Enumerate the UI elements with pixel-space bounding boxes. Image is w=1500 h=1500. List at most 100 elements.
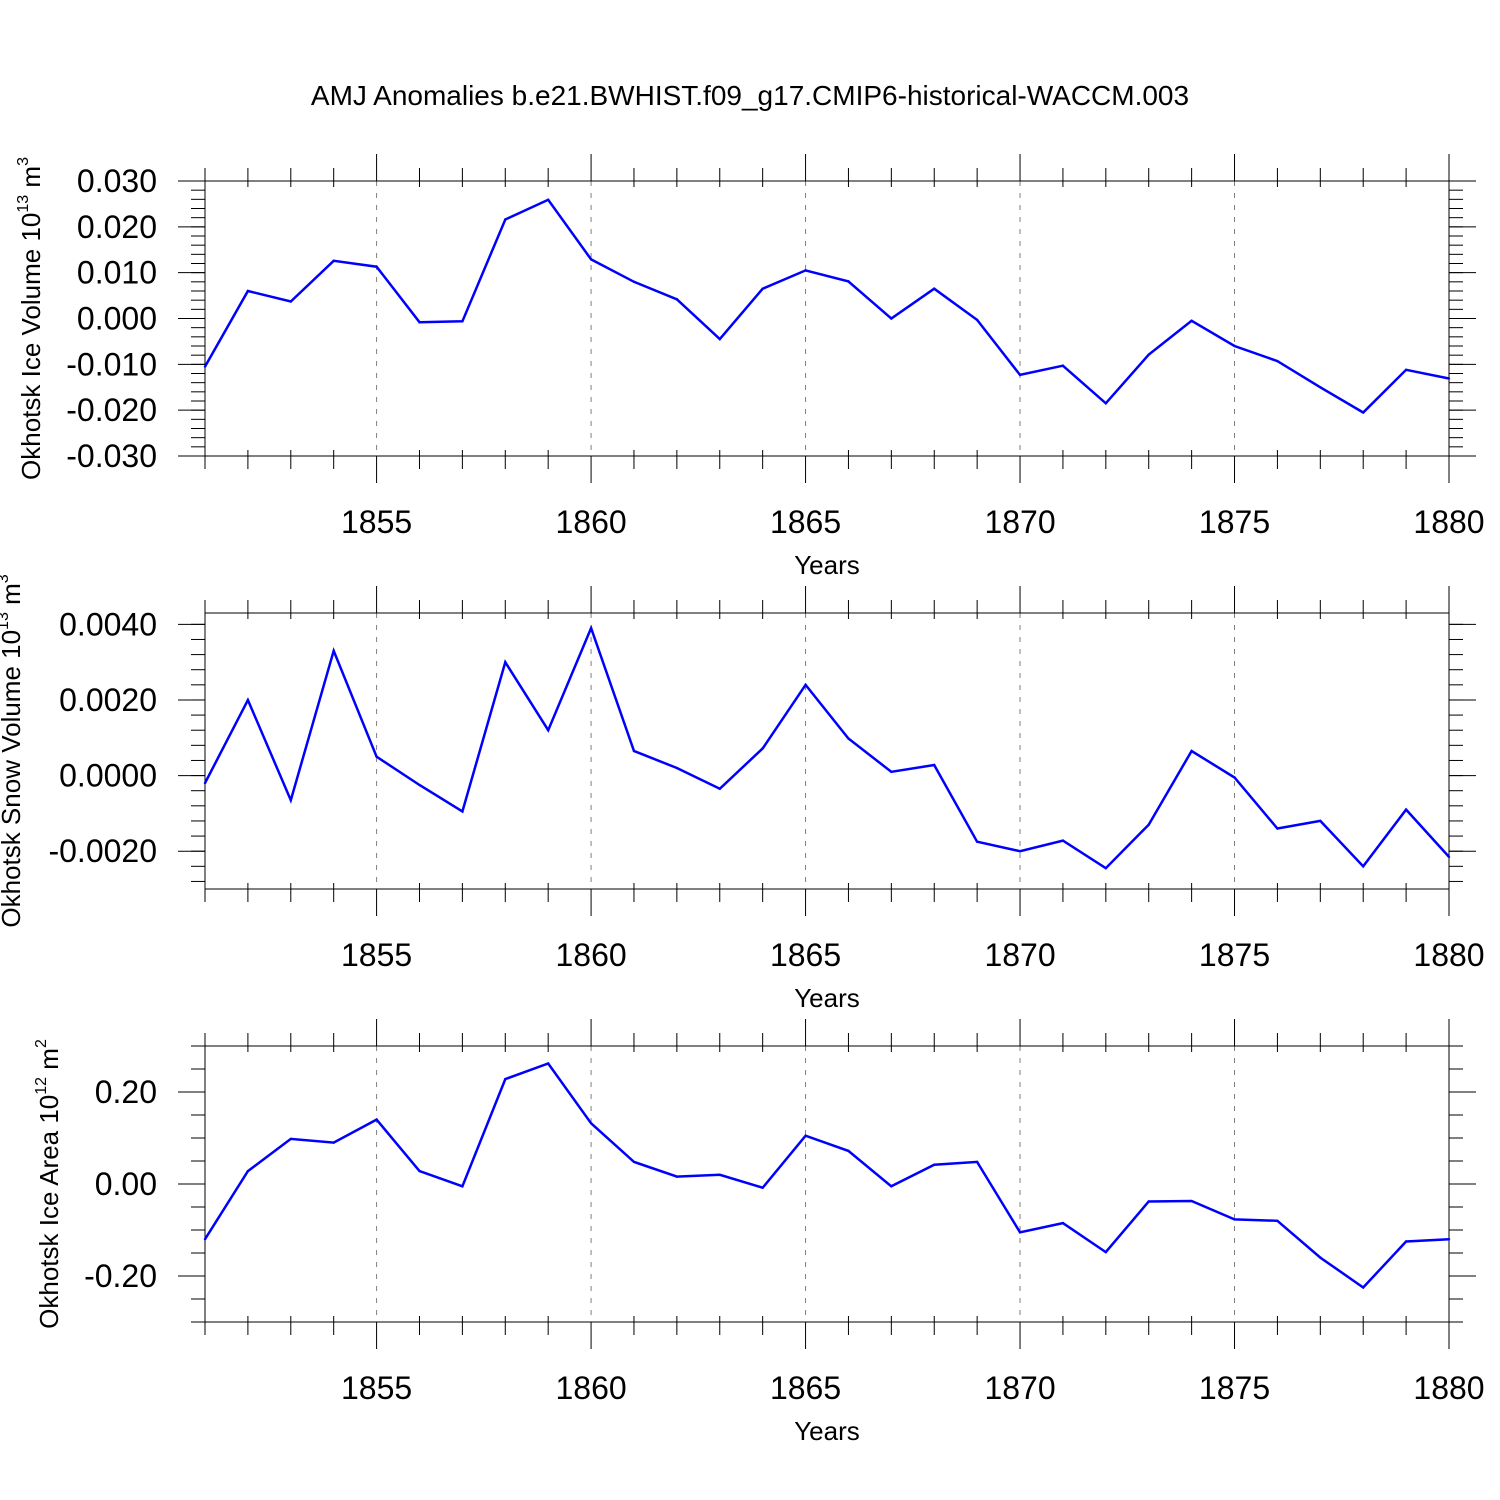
x-tick-label: 1860 bbox=[555, 1370, 626, 1406]
data-point bbox=[1362, 1286, 1365, 1289]
chart-panel-3: 0.20 0.00 -0.20 1855 1860 1865 1870 1875 1880 Yea… bbox=[33, 1019, 1485, 1446]
data-point bbox=[1147, 823, 1150, 826]
data-point bbox=[504, 1077, 507, 1081]
data-point bbox=[1061, 839, 1065, 842]
y-axis-label-part: 3 bbox=[15, 157, 32, 166]
y-axis-label: Okhotsk Ice Volume 1013 m3 bbox=[15, 157, 46, 480]
data-point bbox=[1319, 1256, 1322, 1259]
data-point bbox=[589, 258, 593, 261]
data-point bbox=[1190, 319, 1193, 322]
data-point bbox=[246, 698, 250, 702]
y-axis-label-part: 3 bbox=[0, 574, 12, 583]
chart-panel-2: 0.0040 0.0020 0.0000 -0.0020 1855 1860 1865 187… bbox=[0, 574, 1485, 1013]
data-point bbox=[933, 763, 936, 767]
data-point bbox=[375, 265, 378, 268]
plot-frame bbox=[204, 612, 1450, 890]
y-tick-label: 0.030 bbox=[77, 163, 157, 199]
x-axis-label: Years bbox=[794, 550, 860, 580]
x-tick-label: 1865 bbox=[770, 1370, 841, 1406]
y-tick-label: -0.030 bbox=[66, 438, 157, 474]
x-tick-label: 1860 bbox=[555, 504, 626, 540]
y-tick-label: -0.0020 bbox=[48, 833, 157, 869]
data-point bbox=[589, 1122, 593, 1125]
data-point bbox=[1276, 1219, 1279, 1223]
data-point bbox=[933, 287, 936, 290]
data-point bbox=[1233, 776, 1236, 779]
data-point bbox=[546, 198, 550, 201]
data-point bbox=[1362, 865, 1365, 868]
data-point bbox=[804, 1134, 807, 1137]
data-point bbox=[804, 683, 807, 687]
data-point bbox=[1190, 749, 1193, 753]
data-point bbox=[804, 269, 807, 272]
y-tick-label: -0.010 bbox=[66, 346, 157, 382]
chart-title: AMJ Anomalies b.e21.BWHIST.f09_g17.CMIP6… bbox=[311, 80, 1189, 111]
data-point bbox=[761, 1186, 764, 1189]
data-point bbox=[1276, 827, 1279, 830]
y-tick-label: 0.0040 bbox=[59, 606, 157, 642]
data-point bbox=[890, 770, 893, 773]
x-tick-label: 1870 bbox=[984, 937, 1055, 973]
y-axis-label: Okhotsk Ice Area 1012 m2 bbox=[33, 1039, 64, 1329]
y-tick-label: 0.00 bbox=[95, 1166, 157, 1202]
data-point bbox=[975, 840, 979, 843]
data-point bbox=[847, 737, 850, 740]
data-point bbox=[632, 749, 636, 753]
x-tick-label: 1875 bbox=[1199, 504, 1270, 540]
data-point bbox=[890, 317, 893, 320]
data-point bbox=[1018, 373, 1022, 377]
x-tick-label: 1880 bbox=[1413, 504, 1484, 540]
data-point bbox=[1404, 808, 1408, 811]
data-point bbox=[1104, 402, 1108, 405]
data-point bbox=[1447, 1238, 1451, 1241]
data-point bbox=[461, 1185, 464, 1188]
data-point bbox=[847, 280, 850, 283]
data-point bbox=[504, 218, 507, 221]
data-point bbox=[246, 1169, 250, 1173]
x-tick-label: 1875 bbox=[1199, 1370, 1270, 1406]
data-point bbox=[289, 1137, 292, 1141]
data-point bbox=[1362, 411, 1365, 414]
y-tick-label: 0.20 bbox=[95, 1074, 157, 1110]
x-tick-label: 1855 bbox=[341, 937, 412, 973]
data-point bbox=[1147, 353, 1150, 356]
data-point bbox=[203, 781, 207, 785]
y-axis-label-part: m bbox=[16, 166, 46, 195]
data-point bbox=[418, 1169, 421, 1173]
data-point bbox=[546, 1062, 550, 1065]
data-point bbox=[675, 298, 679, 301]
data-point bbox=[718, 337, 721, 341]
y-tick-label: 0.0020 bbox=[59, 682, 157, 718]
y-tick-label: -0.020 bbox=[66, 392, 157, 428]
data-point bbox=[718, 1173, 721, 1177]
data-point bbox=[890, 1185, 893, 1188]
data-point bbox=[418, 783, 421, 787]
data-point bbox=[1404, 368, 1408, 372]
data-point bbox=[332, 1141, 335, 1144]
data-point bbox=[589, 626, 593, 630]
data-point bbox=[1061, 1221, 1065, 1225]
data-point bbox=[1233, 344, 1236, 348]
data-point bbox=[289, 798, 292, 802]
y-axis-label-part: m bbox=[0, 583, 26, 612]
chart-panel-1: 0.030 0.020 0.010 0.000 -0.010 -0.020 -0.030 18… bbox=[15, 154, 1485, 580]
y-tick-label: 0.000 bbox=[77, 301, 157, 337]
data-point bbox=[933, 1163, 936, 1166]
data-point bbox=[203, 365, 207, 368]
data-point bbox=[632, 1160, 636, 1164]
data-point bbox=[1147, 1200, 1150, 1203]
data-point bbox=[1233, 1218, 1236, 1221]
data-point bbox=[675, 766, 679, 770]
data-point bbox=[847, 1149, 850, 1153]
data-point bbox=[1018, 1231, 1022, 1234]
data-point bbox=[461, 320, 464, 323]
data-point bbox=[203, 1238, 207, 1241]
data-point bbox=[375, 755, 378, 758]
data-point bbox=[546, 729, 550, 732]
x-tick-label: 1865 bbox=[770, 937, 841, 973]
data-point bbox=[975, 318, 979, 322]
x-tick-label: 1870 bbox=[984, 1370, 1055, 1406]
data-point bbox=[289, 300, 292, 303]
series-line bbox=[203, 198, 1450, 415]
